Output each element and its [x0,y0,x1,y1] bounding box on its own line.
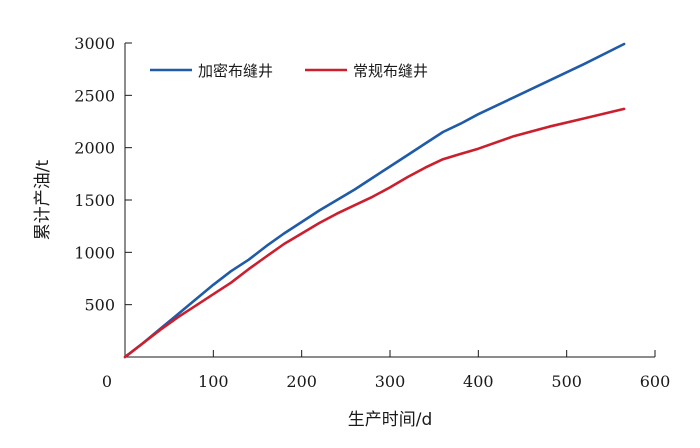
series [123,42,626,359]
y-axis-title: 累计产油/t [33,159,53,240]
y-tick-label: 1500 [74,191,115,210]
legend-label-1: 常规布缝井 [353,62,428,80]
y-tick-label: 500 [84,296,115,315]
x-axis-title: 生产时间/d [348,410,433,430]
y-tick-label: 2000 [74,139,115,158]
series-line-0 [123,42,626,359]
x-tick-label: 300 [375,372,406,391]
legend: 加密布缝井 常规布缝井 [150,62,428,80]
ticks: 500 1000 1500 2000 2500 3000 0 100 200 300 400 500 6… [74,34,670,391]
x-tick-label: 400 [463,372,494,391]
axes [124,43,655,358]
x-tick-label: 100 [198,372,229,391]
legend-label-0: 加密布缝井 [198,62,273,80]
x-tick-label: 200 [286,372,317,391]
x-tick-label: 0 [102,372,112,391]
series-line-1 [123,107,626,359]
x-tick-label: 600 [640,372,671,391]
y-tick-label: 1000 [74,243,115,262]
y-tick-label: 3000 [74,34,115,53]
y-tick-label: 2500 [74,86,115,105]
x-tick-label: 500 [551,372,582,391]
